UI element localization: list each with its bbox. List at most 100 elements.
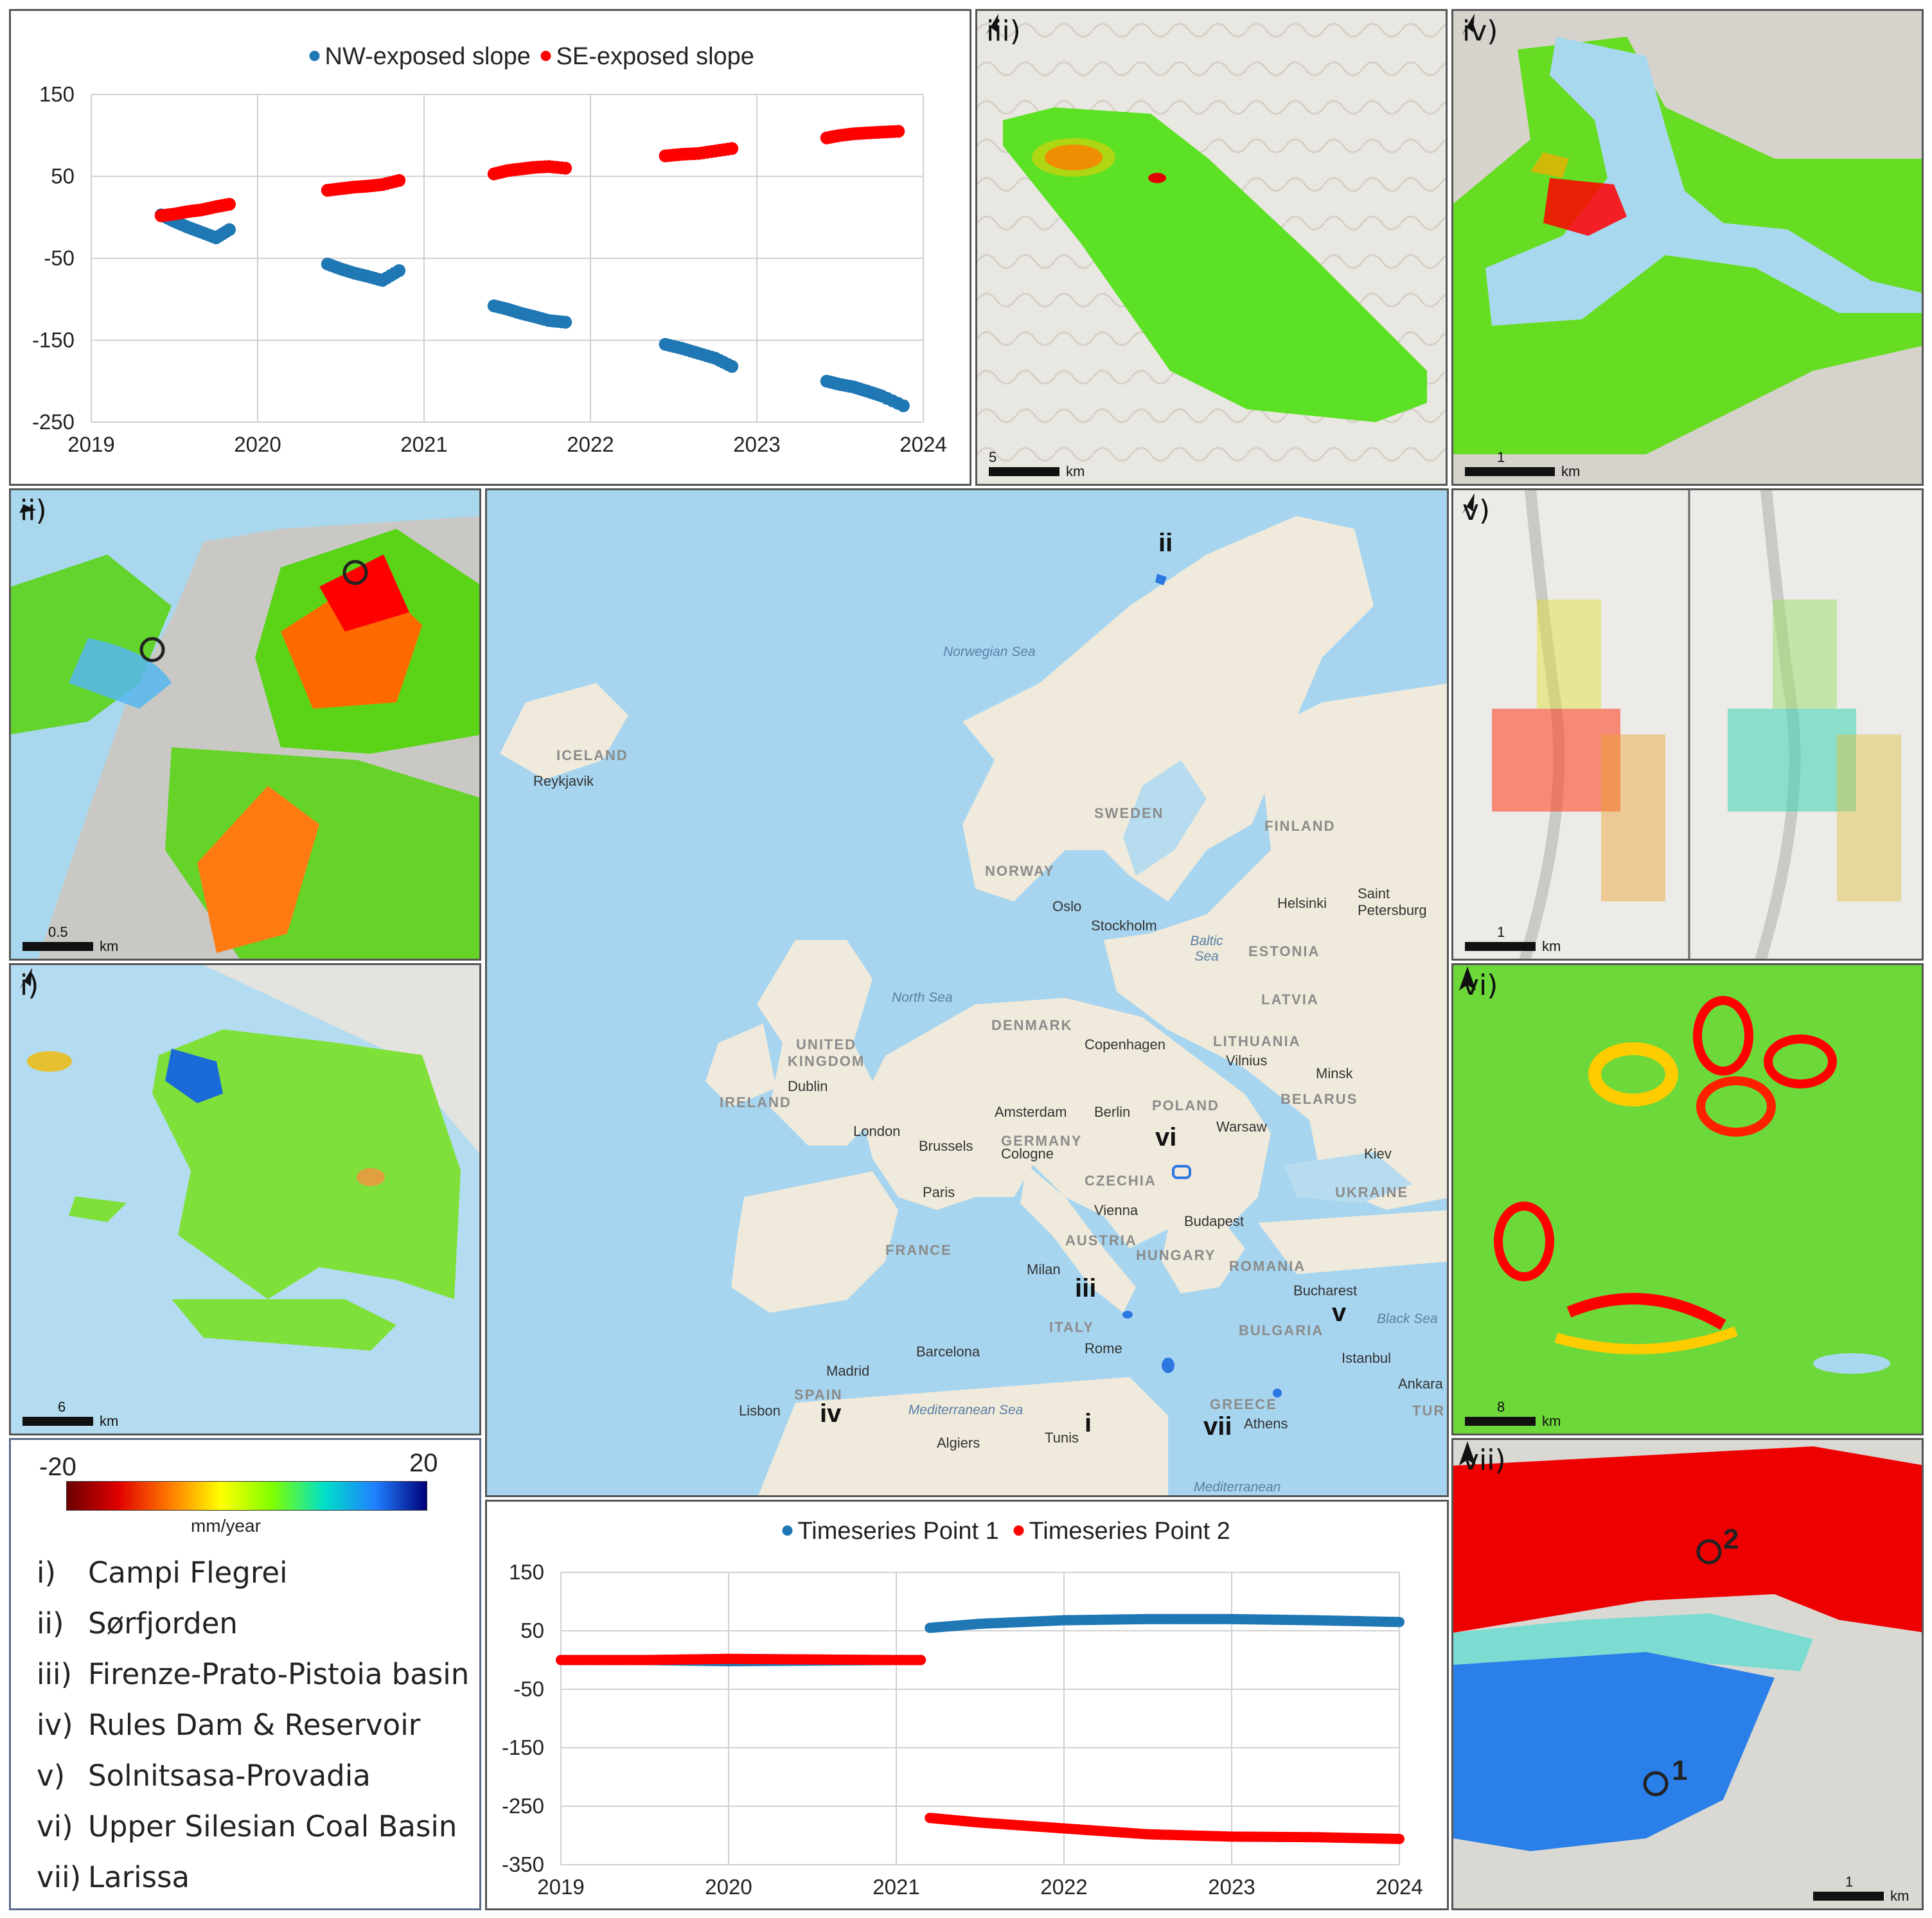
data-point <box>222 197 236 211</box>
north-arrow-icon <box>1458 1441 1476 1466</box>
x-tick-label: 2020 <box>234 432 281 456</box>
site-list-item: iv) Rules Dam & Reservoir <box>37 1708 421 1742</box>
country-label-estonia: ESTONIA <box>1248 943 1320 959</box>
x-tick-label: 2021 <box>873 1875 919 1899</box>
site-list-item: i) Campi Flegrei <box>37 1556 288 1590</box>
deformation-area <box>1003 107 1427 422</box>
data-point <box>725 142 739 155</box>
panel-vi-upper-silesia: vi) 8 km <box>1451 963 1924 1435</box>
data-point <box>892 125 905 138</box>
panel-label: v) <box>1462 494 1491 527</box>
scale-bar: 0.5 km <box>22 924 151 954</box>
north-arrow-icon <box>13 500 37 513</box>
city-label: Helsinki <box>1277 895 1327 911</box>
site-marker-label: i <box>1085 1409 1092 1437</box>
y-tick-label: -150 <box>502 1736 544 1759</box>
y-tick-label: 50 <box>520 1619 544 1642</box>
legend-label: Timeseries Point 1 <box>798 1518 999 1545</box>
y-tick-label: 150 <box>509 1560 544 1584</box>
turkey <box>1258 1210 1447 1274</box>
colorbar <box>66 1481 427 1511</box>
panel-v-solnitsasa: v) 1 km <box>1451 488 1924 961</box>
europe-overview-map: ICELAND SWEDEN FINLAND NORWAY ESTONIA LA… <box>485 488 1449 1497</box>
eastern-europe <box>1104 683 1447 1210</box>
city-label: Athens <box>1244 1416 1288 1432</box>
iceland <box>500 683 628 779</box>
panel-label: iii) <box>986 15 1021 48</box>
city-label: Algiers <box>937 1435 980 1451</box>
country-label-lithuania: LITHUANIA <box>1213 1033 1301 1049</box>
ireland <box>705 1024 776 1107</box>
y-tick-label: -250 <box>502 1794 544 1818</box>
central-europe <box>860 998 1271 1248</box>
site-list-item: vii) Larissa <box>37 1860 190 1894</box>
country-label-iceland: ICELAND <box>556 747 628 763</box>
scale-bar: 1 km <box>1465 449 1593 479</box>
country-label-czechia: CZECHIA <box>1085 1173 1157 1189</box>
subsidence-area <box>1453 1446 1922 1633</box>
x-tick-label: 2022 <box>567 432 614 456</box>
sea-label: Mediterranean <box>1194 1480 1281 1495</box>
country-label-belarus: BELARUS <box>1281 1091 1358 1107</box>
y-tick-label: 150 <box>39 82 75 106</box>
city-label: Dublin <box>788 1078 828 1094</box>
site-marker-label: iii <box>1075 1274 1097 1302</box>
y-tick-label: 50 <box>51 164 75 188</box>
site-marker-label: ii <box>1158 529 1173 557</box>
country-label-denmark: DENMARK <box>991 1017 1073 1033</box>
city-label: London <box>853 1123 901 1139</box>
city-label: Lisbon <box>739 1403 781 1419</box>
site-marker-label: vi <box>1155 1123 1177 1151</box>
legend-marker <box>1013 1525 1024 1536</box>
data-point <box>393 264 406 278</box>
terrain-map-iv <box>1453 11 1922 484</box>
colorbar-min: -20 <box>39 1453 76 1481</box>
panel-vii-larissa: 2 1 vii) 1 km <box>1451 1438 1924 1910</box>
scale-bar: 5 km <box>989 449 1085 479</box>
city-label: Vilnius <box>1226 1052 1268 1069</box>
slope-timeseries-chart: 2019 2020 2021 2022 2023 2024 150 50 -50 -150 -250… <box>32 43 947 456</box>
panel-iii-firenze: iii) 5 km <box>975 9 1448 486</box>
country-label-bulgaria: BULGARIA <box>1239 1322 1324 1338</box>
sea-label: Baltic Sea <box>1190 934 1223 964</box>
y-tick-label: -250 <box>32 410 75 434</box>
legend-marker <box>540 51 551 61</box>
chart-panel-slopes: 2019 2020 2021 2022 2023 2024 150 50 -50 -150 -250… <box>9 9 971 486</box>
city-label: Kiev <box>1364 1146 1392 1162</box>
city-label: Cologne <box>1001 1146 1054 1162</box>
country-label-latvia: LATVIA <box>1261 991 1319 1008</box>
x-tick-label: 2024 <box>1376 1875 1422 1899</box>
city-label: Reykjavik <box>533 773 594 789</box>
y-tick-label: -350 <box>502 1852 544 1876</box>
city-label: Brussels <box>919 1138 973 1154</box>
scale-bar: 6 km <box>22 1399 151 1429</box>
north-arrow-icon <box>1458 966 1476 991</box>
city-label: Paris <box>923 1184 955 1200</box>
city-label: Milan <box>1027 1261 1061 1277</box>
terrain-map-v <box>1453 490 1922 959</box>
country-label-france: FRANCE <box>885 1242 952 1258</box>
site-marker-label: iv <box>820 1399 842 1428</box>
city-label: Rome <box>1085 1340 1122 1356</box>
country-label-ukraine: UKRAINE <box>1335 1184 1409 1200</box>
panel-ii-sorfjorden: ii) 0.5 km <box>9 488 481 961</box>
country-label-italy: ITALY <box>1049 1319 1094 1335</box>
legend-label: Timeseries Point 2 <box>1029 1518 1230 1545</box>
site-list-item: v) Solnitsasa-Provadia <box>37 1759 371 1793</box>
y-tick-label: -50 <box>44 246 75 270</box>
site-list-item: ii) Sørfjorden <box>37 1606 238 1640</box>
panel-label: iv) <box>1462 15 1498 48</box>
site-marker-label: v <box>1332 1299 1347 1327</box>
y-tick-label: -150 <box>32 328 75 352</box>
country-label-spain: SPAIN <box>794 1387 843 1403</box>
country-label-romania: ROMANIA <box>1229 1258 1306 1274</box>
city-label: Oslo <box>1052 898 1082 914</box>
europe-basemap <box>487 490 1447 1495</box>
country-label-finland: FINLAND <box>1264 818 1336 834</box>
north-africa <box>758 1377 1168 1495</box>
deformation-area <box>152 1029 461 1299</box>
city-label: Ankara <box>1398 1376 1443 1392</box>
point-markers <box>1643 1539 1722 1797</box>
legend-marker <box>309 51 320 61</box>
x-tick-label: 2023 <box>1208 1875 1255 1899</box>
